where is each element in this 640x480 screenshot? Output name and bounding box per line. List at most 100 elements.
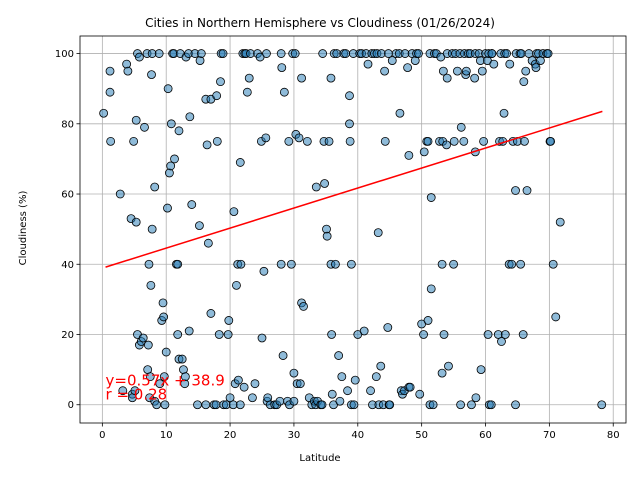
data-point [423,136,433,146]
data-point [289,368,299,378]
data-point [502,49,511,58]
data-point [193,400,202,410]
data-point [499,108,509,118]
data-point [146,280,156,290]
data-point [531,63,541,73]
data-point [286,259,296,269]
data-point [177,354,187,364]
data-point [486,400,496,410]
data-point [295,379,305,389]
data-point [522,186,532,195]
data-point [426,284,436,294]
data-point [327,389,337,399]
data-point [505,59,515,69]
data-point [147,224,157,234]
data-point [341,49,351,58]
data-point [216,77,225,87]
data-point [290,49,300,58]
data-point [129,136,139,146]
data-point [442,140,451,150]
data-point [442,73,452,83]
data-point [173,330,183,339]
data-point [520,136,529,146]
data-point [467,400,476,410]
data-point [331,259,340,269]
data-point [235,400,245,410]
data-point [543,49,553,58]
data-point [347,259,356,269]
data-point [259,266,269,276]
data-point [131,115,141,125]
data-point [363,59,373,69]
data-point [144,259,154,269]
data-point [184,326,194,336]
data-point [147,70,156,80]
data-point [158,298,168,308]
data-point [122,59,132,69]
data-point [154,49,164,58]
correlation-coefficient: r = 0.28 [106,385,168,403]
data-point [597,400,607,410]
data-point [516,49,526,58]
y-tick-label: 40 [61,260,74,271]
data-point [212,91,222,101]
data-point [376,361,386,371]
data-point [383,323,393,332]
data-point [195,56,205,65]
data-point [235,158,245,167]
data-point [476,365,486,375]
data-point [180,372,190,382]
data-point [373,228,383,238]
data-point [106,136,116,146]
data-point [166,161,176,171]
data-point [187,200,197,209]
data-point [211,400,221,410]
data-point [294,133,304,143]
data-point [511,186,520,195]
data-point [250,379,260,389]
data-point [166,119,176,129]
x-tick-label: 60 [479,430,492,441]
data-point [419,147,429,157]
data-point [261,133,271,143]
x-tick-label: 80 [607,430,620,441]
data-point [145,372,155,382]
data-point [317,400,327,410]
data-point [519,77,529,87]
data-point [276,49,286,58]
x-axis-label: Latitude [299,453,340,464]
data-point [385,400,395,410]
data-point [257,333,267,343]
data-point [477,66,487,76]
data-point [105,87,115,97]
data-point [262,49,271,58]
data-point [105,66,115,76]
y-tick-label: 100 [55,49,74,60]
data-points [99,49,607,410]
data-point [497,337,506,346]
data-point [453,66,462,76]
data-point [131,217,141,227]
data-point [165,168,174,178]
data-point [229,207,239,216]
data-point [470,73,480,83]
data-point [404,151,414,160]
x-tick-label: 50 [415,430,428,441]
data-point [359,326,369,336]
data-point [214,330,224,339]
data-point [423,316,433,325]
data-point [483,330,493,339]
data-point [516,259,526,269]
data-point [276,259,286,269]
data-point [343,386,352,396]
data-point [500,330,510,339]
data-point [311,182,321,192]
data-point [471,393,481,403]
data-point [337,372,347,382]
data-point [278,351,288,360]
data-point [248,393,257,403]
data-point [444,361,453,371]
data-point [99,108,109,118]
data-point [173,259,183,269]
